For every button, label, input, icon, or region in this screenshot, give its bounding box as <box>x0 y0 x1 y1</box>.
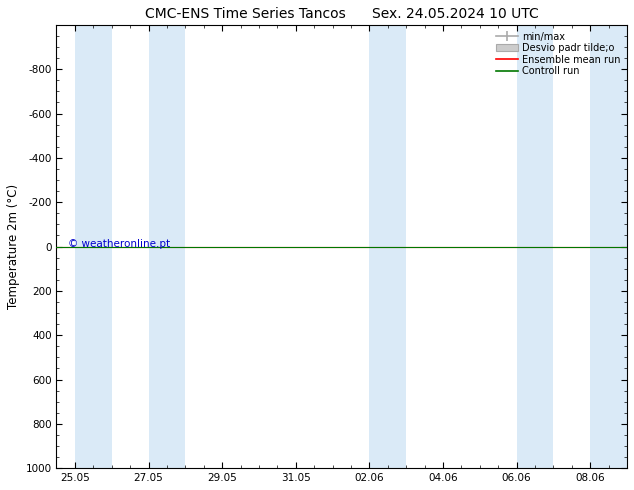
Text: © weatheronline.pt: © weatheronline.pt <box>68 239 170 249</box>
Y-axis label: Temperature 2m (°C): Temperature 2m (°C) <box>7 184 20 309</box>
Bar <box>370 25 406 468</box>
Bar <box>148 25 185 468</box>
Bar <box>590 25 627 468</box>
Title: CMC-ENS Time Series Tancos      Sex. 24.05.2024 10 UTC: CMC-ENS Time Series Tancos Sex. 24.05.20… <box>145 7 539 21</box>
Legend: min/max, Desvio padr tilde;o, Ensemble mean run, Controll run: min/max, Desvio padr tilde;o, Ensemble m… <box>495 30 622 78</box>
Bar <box>75 25 112 468</box>
Bar <box>517 25 553 468</box>
